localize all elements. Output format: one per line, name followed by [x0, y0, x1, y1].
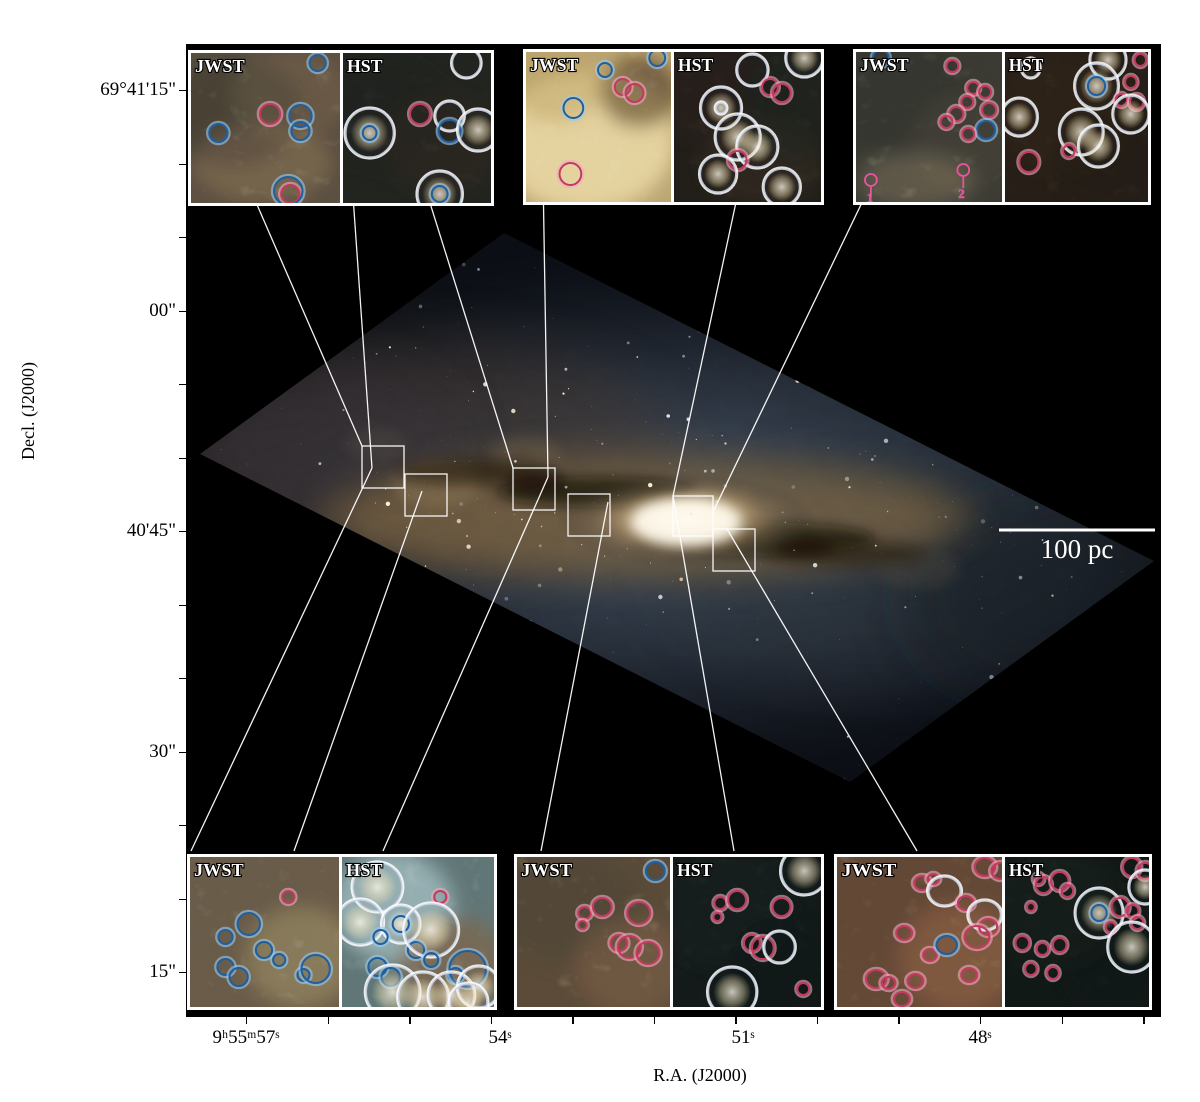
svg-text:HST: HST [1009, 55, 1044, 75]
svg-text:100 pc: 100 pc [1041, 534, 1114, 564]
svg-text:JWST: JWST [860, 55, 909, 75]
svg-text:JWST: JWST [521, 860, 572, 880]
svg-text:JWST: JWST [530, 55, 578, 75]
svg-text:JWST: JWST [195, 56, 245, 76]
svg-text:HST: HST [347, 56, 383, 76]
svg-text:HST: HST [1009, 860, 1044, 880]
svg-text:HST: HST [346, 860, 382, 880]
svg-text:2: 2 [958, 186, 964, 201]
svg-text:JWST: JWST [194, 860, 244, 880]
svg-text:JWST: JWST [841, 861, 896, 881]
svg-text:HST: HST [678, 55, 713, 75]
svg-text:HST: HST [677, 860, 713, 880]
svg-text:1: 1 [867, 190, 873, 202]
